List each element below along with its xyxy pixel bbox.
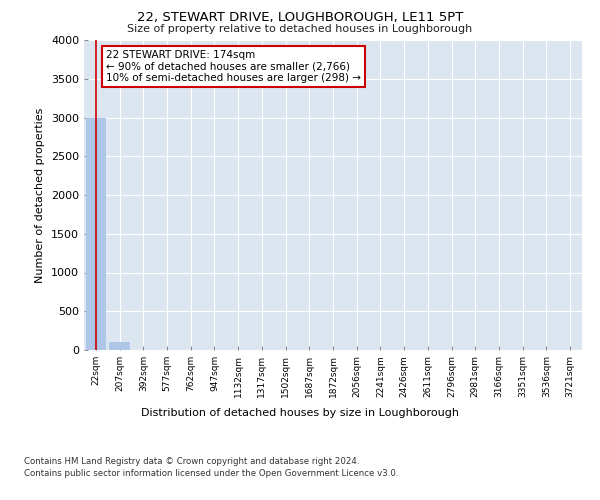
Text: 22 STEWART DRIVE: 174sqm
← 90% of detached houses are smaller (2,766)
10% of sem: 22 STEWART DRIVE: 174sqm ← 90% of detach… [106,50,361,84]
Text: Distribution of detached houses by size in Loughborough: Distribution of detached houses by size … [141,408,459,418]
Text: Contains HM Land Registry data © Crown copyright and database right 2024.: Contains HM Land Registry data © Crown c… [24,458,359,466]
Text: Contains public sector information licensed under the Open Government Licence v3: Contains public sector information licen… [24,469,398,478]
Text: 22, STEWART DRIVE, LOUGHBOROUGH, LE11 5PT: 22, STEWART DRIVE, LOUGHBOROUGH, LE11 5P… [137,11,463,24]
Y-axis label: Number of detached properties: Number of detached properties [35,108,46,282]
Bar [109,342,130,350]
Bar [86,118,106,350]
Text: Size of property relative to detached houses in Loughborough: Size of property relative to detached ho… [127,24,473,34]
